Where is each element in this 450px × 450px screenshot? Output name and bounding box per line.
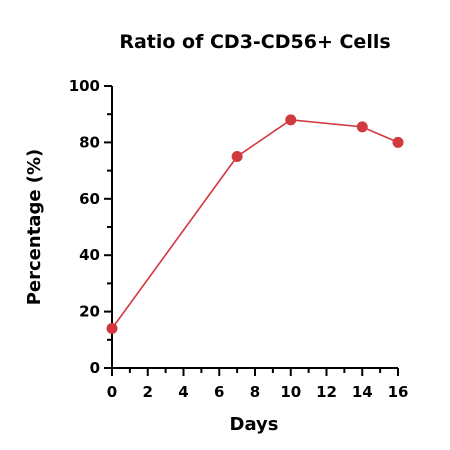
y-tick-label: 40 — [79, 246, 100, 264]
x-tick-label: 6 — [214, 383, 224, 401]
data-point — [285, 114, 297, 126]
y-tick-label: 0 — [90, 359, 100, 377]
x-tick-label: 12 — [316, 383, 337, 401]
series-line — [111, 119, 399, 329]
y-tick-label: 80 — [79, 133, 100, 151]
x-tick-label: 10 — [280, 383, 301, 401]
y-tick-label: 100 — [69, 77, 100, 95]
y-tick-label: 20 — [79, 303, 100, 321]
y-tick-label: 60 — [79, 190, 100, 208]
x-axis-label: Days — [230, 414, 279, 435]
y-axis-label: Percentage (%) — [24, 149, 45, 306]
axes: 0 20 40 60 80 100 0 2 4 6 8 10 12 14 16 — [69, 77, 409, 401]
x-tick-label: 8 — [250, 383, 260, 401]
x-tick-label: 0 — [107, 383, 117, 401]
x-tick-label: 2 — [143, 383, 153, 401]
x-tick-label: 4 — [178, 383, 188, 401]
data-point — [106, 323, 118, 335]
x-tick-label: 16 — [388, 383, 409, 401]
data-point — [356, 121, 368, 133]
chart-title: Ratio of CD3-CD56+ Cells — [119, 31, 390, 53]
data-point — [231, 151, 243, 162]
series-layer — [106, 114, 404, 335]
data-point — [392, 136, 404, 148]
x-tick-label: 14 — [352, 383, 373, 401]
